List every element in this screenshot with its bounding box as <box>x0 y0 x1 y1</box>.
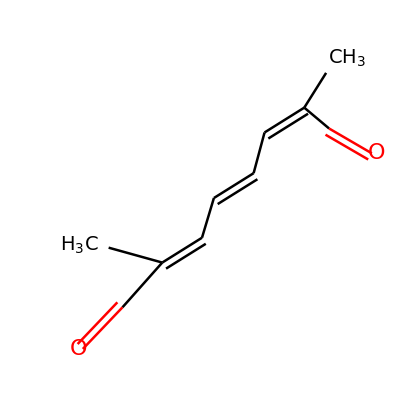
Text: CH$_3$: CH$_3$ <box>328 48 366 69</box>
Text: O: O <box>368 143 385 163</box>
Text: O: O <box>69 339 87 359</box>
Text: H$_3$C: H$_3$C <box>60 235 99 256</box>
